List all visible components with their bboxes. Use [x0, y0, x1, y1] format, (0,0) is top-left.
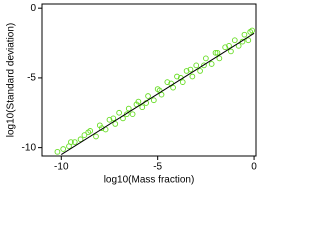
point: [226, 42, 232, 49]
chart: log10(Mass fraction) log10(Standard devi…: [6, 3, 258, 186]
point: [201, 62, 207, 69]
point: [245, 37, 252, 44]
point: [164, 79, 171, 85]
point: [71, 139, 78, 145]
x-tick-label: -10: [54, 162, 69, 173]
point: [129, 111, 136, 118]
point: [68, 139, 74, 145]
point: [216, 55, 223, 62]
point: [150, 97, 157, 104]
point: [93, 133, 99, 140]
point: [106, 116, 113, 123]
y-tick-label: -10: [22, 142, 37, 153]
point: [123, 111, 130, 118]
point: [110, 115, 117, 122]
point: [85, 129, 92, 136]
point: [145, 93, 151, 99]
point: [231, 37, 238, 44]
point: [174, 73, 180, 80]
point: [247, 29, 254, 35]
y-axis-label: log10(Standard deviation): [6, 23, 17, 138]
point: [197, 68, 203, 74]
point: [187, 66, 194, 73]
point: [183, 68, 190, 74]
y-tick-label: -5: [27, 73, 36, 84]
point: [214, 49, 221, 56]
x-axis-label: log10(Mass fraction): [104, 175, 195, 186]
point: [125, 105, 132, 112]
point: [208, 61, 215, 67]
plot-frame: [41, 3, 257, 157]
point: [222, 44, 229, 51]
plot: [54, 27, 255, 156]
point: [112, 121, 119, 127]
point: [77, 136, 84, 143]
point: [241, 31, 248, 38]
point: [116, 109, 122, 116]
point: [212, 49, 219, 56]
page: log10(Mass fraction) log10(Standard devi…: [5, 2, 258, 186]
point: [193, 62, 200, 69]
fit-line: [61, 32, 255, 156]
point: [60, 146, 67, 152]
point: [189, 73, 196, 80]
point: [203, 55, 209, 62]
x-tick-label: 0: [251, 162, 257, 173]
point: [54, 148, 61, 155]
point: [81, 132, 88, 138]
point: [139, 104, 146, 111]
x-tick-label: -5: [153, 162, 162, 173]
y-tick-label: 0: [30, 3, 36, 14]
point: [228, 48, 234, 55]
